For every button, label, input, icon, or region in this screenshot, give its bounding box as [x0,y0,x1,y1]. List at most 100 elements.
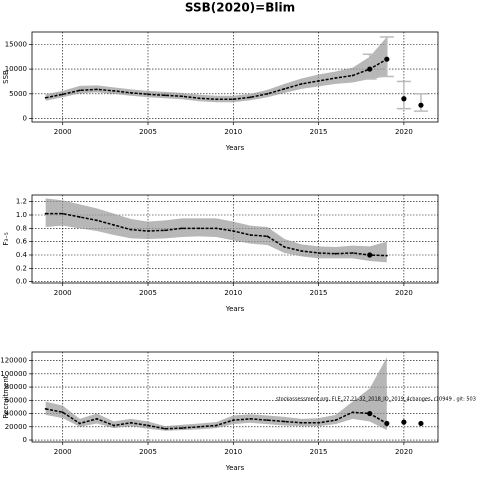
estimate-dot [181,227,184,230]
x-tick-label: 2015 [310,289,328,297]
point [384,56,390,62]
estimate-dot [164,229,166,232]
y-tick-label: 0.4 [16,251,28,259]
estimate-dot [181,95,184,98]
estimate-dot [130,421,132,424]
y-tick-label: 1.0 [16,211,27,219]
estimate-dot [95,219,98,222]
estimate-dot [215,227,218,230]
plot-frame [31,31,439,123]
x-axis-label: Years [225,144,245,152]
estimate-dot [215,424,218,427]
y-axis-label: F₃₋₅ [2,232,10,246]
estimate-dot [181,427,184,430]
estimate-dot [232,419,235,422]
estimate-dot [334,252,337,255]
point [367,252,373,258]
x-tick-label: 2020 [395,128,413,136]
estimate-dot [130,91,132,94]
x-tick-label: 2010 [224,448,242,456]
annotation: stockassessment.org, FLE_27.21-32_2018_I… [276,397,476,403]
estimate-dot [300,83,303,85]
x-tick-label: 2015 [310,448,328,456]
y-tick-label: 100000 [0,370,27,378]
estimate-dot [317,252,320,254]
y-tick-label: 10000 [5,65,27,73]
x-axis-label: Years [225,464,245,472]
x-tick-label: 2010 [224,128,242,136]
x-tick-label: 2020 [395,448,413,456]
estimate-dot [249,96,252,99]
estimate-dot [232,230,235,232]
estimate-dot [266,92,269,95]
estimate-dot [198,425,201,428]
estimate-dot [44,408,47,410]
estimate-dot [317,80,320,82]
estimate-dot [300,250,303,252]
estimate-dot [164,94,166,97]
point [384,420,390,427]
y-tick-label: 0 [23,115,27,123]
y-tick-label: 60000 [5,396,27,404]
point [401,96,407,102]
y-tick-label: 40000 [5,410,27,418]
estimate-dot [61,212,64,215]
estimate-dot [130,228,132,231]
point [401,419,407,425]
estimate-dot [95,417,98,420]
y-tick-label: 120000 [0,357,27,365]
estimate-dot [147,93,149,96]
y-tick-label: 15000 [5,40,27,48]
x-tick-label: 2000 [54,448,72,456]
estimate-dot [78,89,81,92]
estimate-dot [317,421,320,424]
plot-frame [31,194,439,284]
plot-frame [31,351,439,443]
estimate-dot [283,420,286,423]
estimate-dot [164,427,166,430]
point [367,410,373,417]
x-axis-label: Years [225,305,245,313]
estimate-dot [78,422,81,425]
x-tick-label: 2010 [224,289,242,297]
estimate-dot [334,419,337,422]
estimate-dot [61,411,64,414]
x-tick-label: 2005 [139,289,157,297]
y-axis-label: SSB [2,70,10,84]
x-tick-label: 2005 [139,128,157,136]
estimate-dot [198,97,201,100]
estimate-dot [112,89,115,92]
estimate-dot [351,252,354,254]
estimate-dot [61,93,64,96]
estimate-dot [351,411,354,414]
point [418,102,424,108]
estimate-dot [266,419,269,422]
error-bar [396,80,411,110]
confidence-band [45,36,387,103]
y-tick-label: 0.6 [16,238,28,246]
error-bar [413,93,428,112]
point [418,420,424,427]
estimate-dot [232,98,235,101]
x-tick-label: 2000 [54,289,72,297]
estimate-dot [215,98,218,101]
estimate-dot [351,74,354,77]
y-tick-label: 0.8 [16,224,27,232]
confidence-band [45,198,387,263]
estimate-dot [147,230,149,232]
estimate-dot [198,227,201,230]
estimate-dot [283,246,286,248]
y-tick-label: 0.0 [16,278,27,286]
estimate-dot [385,254,388,257]
estimate-dot [249,234,252,236]
chart-title: SSB(2020)=Blim [185,1,295,15]
y-tick-label: 1.2 [16,198,27,206]
estimate-dot [266,235,269,238]
estimate-dot [44,96,47,99]
estimate-dot [44,212,47,215]
x-tick-label: 2000 [54,128,72,136]
estimate-dot [147,424,149,427]
x-tick-label: 2005 [139,448,157,456]
x-tick-label: 2015 [310,128,328,136]
y-tick-label: 80000 [5,383,27,391]
